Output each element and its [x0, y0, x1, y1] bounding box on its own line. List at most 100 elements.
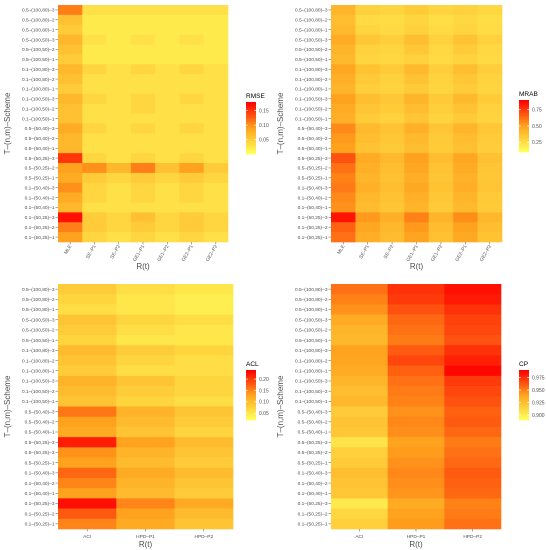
heatmap-cell [106, 113, 132, 124]
heatmap-cell [130, 74, 156, 85]
heatmap-cell [179, 232, 205, 243]
y-tick-label: 0.1–(50,25)–3 [298, 501, 328, 507]
heatmap-cell [106, 202, 132, 213]
legend-gradient-step [519, 390, 529, 392]
heatmap-cell [82, 54, 107, 65]
heatmap-cell [58, 355, 117, 366]
heatmap-cell [331, 14, 356, 26]
legend-gradient-step [246, 142, 256, 144]
heatmap-cell [379, 54, 405, 65]
heatmap-cell [477, 163, 503, 174]
x-tick-label: SE–P2 [109, 244, 122, 260]
heatmap-cell [379, 143, 405, 154]
heatmap-cell [155, 163, 180, 174]
x-axis-title: R(t) [136, 262, 150, 271]
heatmap-cell [387, 284, 445, 295]
heatmap-cell [379, 133, 405, 144]
heatmap-cell [58, 437, 117, 448]
heatmap-cell [106, 182, 132, 193]
heatmap-cell [331, 284, 388, 295]
legend-gradient-step [519, 122, 529, 124]
heatmap-cell [106, 93, 132, 105]
heatmap-cell [116, 437, 175, 448]
legend-gradient-step [246, 373, 256, 376]
legend-gradient-step [246, 372, 256, 375]
heatmap-cell [404, 93, 430, 105]
heatmap-cell [116, 416, 175, 428]
y-tick-label: 0.1–(50,40)–2 [25, 481, 55, 487]
heatmap-cell [404, 14, 430, 26]
y-tick-label: 0.5–(50,40)–1 [298, 430, 328, 436]
heatmap-cell [379, 5, 405, 16]
legend-gradient-step [519, 386, 529, 388]
heatmap-cell [174, 426, 234, 438]
legend-gradient-step [246, 147, 256, 150]
heatmap-cell [331, 294, 388, 305]
heatmap-cell [387, 406, 445, 418]
heatmap-cell [82, 163, 107, 174]
heatmap-cell [130, 113, 156, 124]
legend-gradient-step [519, 136, 529, 139]
heatmap-cell [404, 54, 430, 65]
heatmap-cell [428, 54, 454, 65]
heatmap-panel-2: 0.5–(100,80)–3 0.5–(100,80)–2 0.5–(100,80)… [276, 5, 542, 271]
y-tick-label: 0.1–(50,40)–1 [298, 491, 328, 497]
legend-gradient-step [519, 129, 529, 132]
y-tick-label: 0.1–(50,25)–2 [298, 225, 328, 231]
y-tick-label: 0.5–(100,50)–2 [295, 328, 328, 334]
heatmap-cell [477, 202, 503, 213]
y-tick-label: 0.1–(100,80)–2 [22, 358, 55, 364]
heatmap-cell [355, 93, 381, 105]
legend-gradient-step [519, 145, 529, 148]
legend-tick-label: 0.05 [259, 137, 269, 143]
heatmap-cell [444, 324, 502, 336]
legend-gradient-step [246, 128, 256, 130]
heatmap-cell [203, 64, 229, 75]
heatmap-cell [116, 508, 175, 520]
heatmap-cell [116, 457, 175, 469]
heatmap-cell [444, 304, 502, 315]
heatmap-cell [58, 143, 83, 154]
heatmap-cell [82, 123, 107, 134]
x-axis-title: R(t) [139, 540, 153, 549]
heatmap-cell [355, 113, 381, 124]
heatmap-cell [387, 416, 445, 428]
heatmap-cell [174, 335, 234, 346]
x-tick-label: SE–P1 [358, 244, 371, 260]
y-tick-label: 0.5–(50,25)–1 [25, 460, 55, 466]
heatmap-cell [58, 172, 83, 184]
heatmap-cell [179, 182, 205, 193]
legend-gradient-step [246, 113, 256, 116]
heatmap-cell [331, 64, 356, 75]
heatmap-cell [130, 93, 156, 105]
y-tick-label: 0.5–(100,80)–2 [295, 18, 328, 24]
heatmap-cell [58, 24, 83, 35]
heatmap-cell [379, 163, 405, 174]
heatmap-cell [203, 44, 229, 55]
legend-gradient-step [519, 382, 529, 385]
heatmap-cell [387, 335, 445, 346]
heatmap-cell [116, 365, 175, 377]
legend-gradient-step [519, 106, 529, 109]
y-axis-title: T–(n,m)–Scheme [3, 92, 12, 154]
heatmap-cell [404, 24, 430, 35]
heatmap-cell [404, 74, 430, 85]
legend-gradient-step [519, 118, 529, 120]
heatmap-cell [203, 143, 229, 154]
heatmap-cell [355, 5, 381, 16]
heatmap-cell [444, 355, 502, 366]
heatmap-cell [428, 44, 454, 55]
heatmap-cell [428, 232, 454, 243]
heatmap-cell [179, 5, 205, 16]
heatmap-cell [331, 192, 356, 203]
legend-gradient-step [246, 401, 256, 403]
heatmap-cell [82, 5, 107, 16]
legend-gradient-step [246, 417, 256, 420]
y-tick-label: 0.1–(100,80)–2 [295, 358, 328, 364]
heatmap-cell [331, 386, 388, 397]
legend-gradient-step [519, 101, 529, 103]
y-tick-label: 0.5–(50,40)–3 [298, 126, 328, 132]
heatmap-cell [82, 182, 107, 193]
legend-gradient-step [519, 410, 529, 412]
heatmap-cell [82, 192, 107, 203]
